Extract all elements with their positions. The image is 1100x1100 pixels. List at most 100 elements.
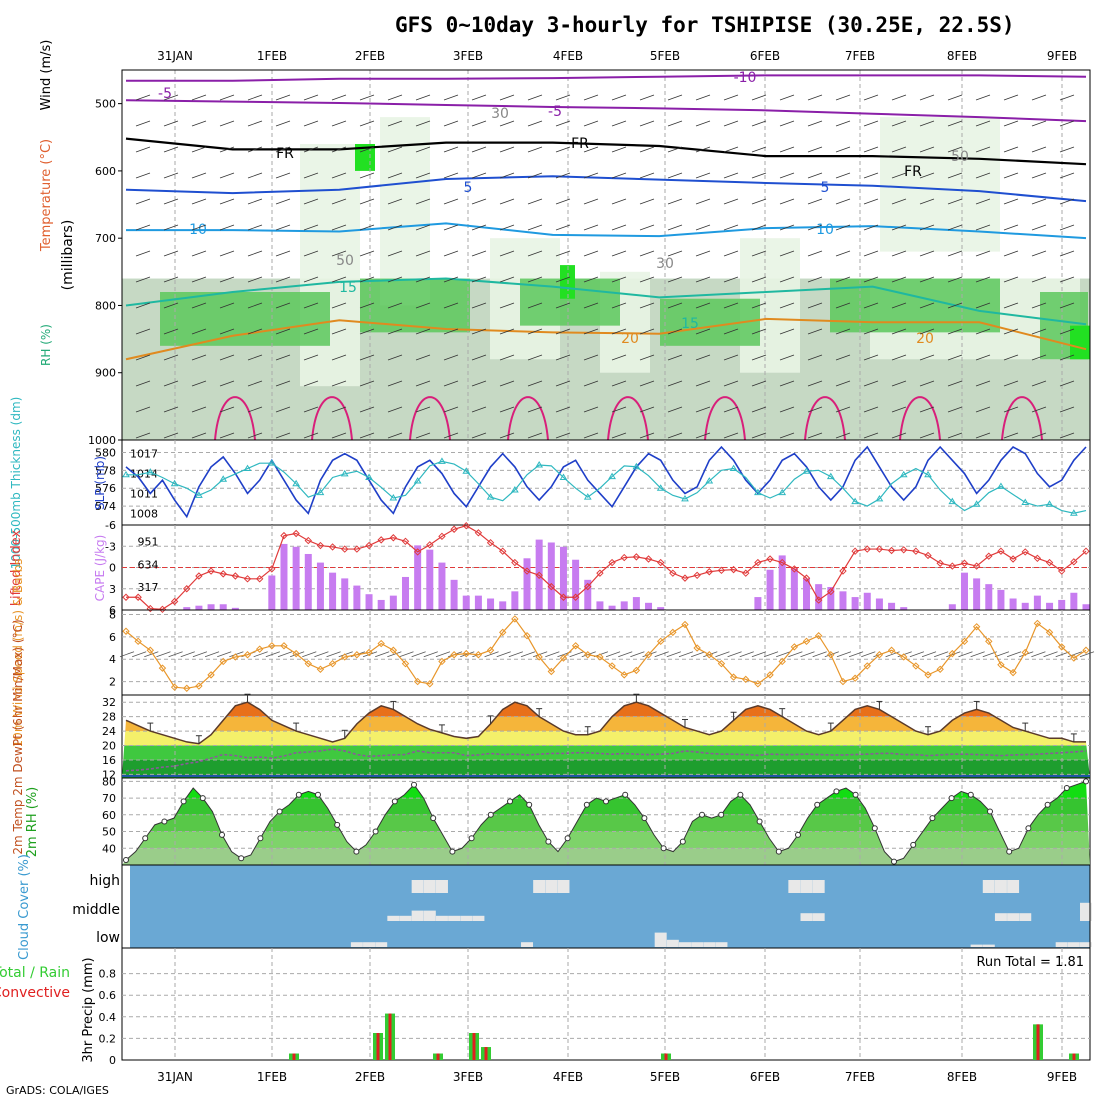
wind10-barb — [739, 651, 754, 658]
wind-barb — [947, 146, 963, 153]
rh-point — [449, 848, 456, 855]
wind-barb — [275, 172, 291, 179]
wind-barb — [947, 224, 963, 231]
contour-label: 15 — [339, 280, 357, 296]
cape-bar — [523, 558, 531, 610]
wind-barb — [639, 172, 655, 179]
contour-label: 50 — [336, 253, 354, 269]
cape-bar — [620, 601, 628, 610]
rh-band — [122, 831, 1090, 849]
wind-barb — [611, 94, 627, 101]
wind10-barb — [691, 651, 706, 658]
wind-barb — [583, 354, 599, 361]
wind-barb — [247, 276, 263, 283]
lifted-point — [596, 569, 604, 577]
wind-barb — [443, 354, 459, 361]
wind-barb — [219, 380, 235, 387]
wind-barb — [471, 432, 487, 439]
wind-barb — [443, 120, 459, 127]
rh-point — [123, 856, 129, 863]
wind-barb — [835, 380, 851, 387]
rh-point — [372, 828, 379, 835]
wind-barb — [695, 198, 711, 205]
wind-barb — [219, 94, 235, 101]
wind-barb — [219, 406, 235, 413]
wind-barb — [499, 354, 515, 361]
wind-barb — [863, 432, 879, 439]
wind10-point — [377, 639, 385, 648]
wind-barb — [1003, 328, 1019, 335]
wind-barb — [611, 302, 627, 309]
wind-barb — [387, 250, 403, 257]
wind-barb — [1003, 146, 1019, 153]
wind-barb — [387, 380, 403, 387]
wind-barb — [135, 354, 151, 361]
wind-barb — [639, 432, 655, 439]
wind-barb — [527, 380, 543, 387]
wind-barb — [275, 432, 291, 439]
date-label-top: 9FEB — [1047, 49, 1077, 63]
cape-bar — [511, 591, 519, 610]
wind10-point — [632, 666, 641, 675]
cape-bar — [645, 602, 653, 610]
wind-barb — [667, 276, 683, 283]
cloud-cell-low — [521, 942, 534, 947]
wind-barb — [639, 120, 655, 127]
wind-barb — [555, 328, 571, 335]
wind10-point — [875, 651, 884, 659]
wind-barb — [163, 198, 179, 205]
wind-barb — [163, 120, 179, 127]
wind-barb — [527, 198, 543, 205]
wind-barb — [471, 354, 487, 361]
wind-barb — [499, 146, 515, 153]
lifted-point — [900, 546, 908, 554]
wind-barb — [667, 172, 683, 179]
wind-barb — [219, 250, 235, 257]
wind-barb — [891, 198, 907, 205]
wind-barb — [583, 198, 599, 205]
lifted-point — [170, 597, 179, 606]
cape-bar — [596, 601, 604, 610]
wind10-barb — [302, 651, 317, 658]
wind-barb — [695, 172, 711, 179]
wind-barb — [611, 146, 627, 153]
wind-barb — [303, 224, 319, 231]
wind10-axis-label: 10m Wind Speed (m/s) & Barbs — [11, 559, 25, 748]
wind-barb — [891, 172, 907, 179]
wind-barb — [947, 406, 963, 413]
rh-tick-label: 70 — [102, 792, 116, 805]
wind10-barb — [435, 651, 451, 658]
wind-barb — [527, 328, 543, 335]
wind-barb — [1003, 120, 1019, 127]
cloud-cell-middle — [1080, 902, 1092, 921]
wind-barb — [219, 146, 235, 153]
temp-line — [125, 701, 1086, 745]
wind10-point — [1009, 668, 1017, 677]
wind-barb — [387, 94, 403, 101]
wind-barb — [667, 328, 683, 335]
wind-barb — [219, 224, 235, 231]
cape-bar — [1033, 595, 1041, 610]
wind10-barb — [678, 651, 694, 658]
wind-barb — [527, 172, 543, 179]
wind-barb — [807, 432, 823, 439]
lifted-point — [839, 567, 847, 575]
wind-barb — [695, 250, 711, 257]
wind-barb — [303, 198, 319, 205]
cape-bar — [997, 589, 1005, 610]
rh-point — [622, 791, 629, 798]
rh-point — [756, 818, 763, 825]
wind-barb — [807, 406, 823, 413]
wind10-barb — [484, 651, 499, 658]
wind-barb — [975, 406, 991, 413]
rh-point — [718, 811, 725, 818]
cloud-cell-low — [350, 942, 363, 947]
wind-barb — [135, 198, 151, 205]
wind10-point — [438, 657, 446, 666]
wind-barb — [359, 302, 375, 309]
thickness-tick-label: 580 — [95, 446, 116, 459]
wind-barb — [331, 380, 347, 387]
rh-point — [929, 815, 936, 822]
lifted-point — [413, 548, 422, 556]
wind10-point — [839, 677, 847, 686]
